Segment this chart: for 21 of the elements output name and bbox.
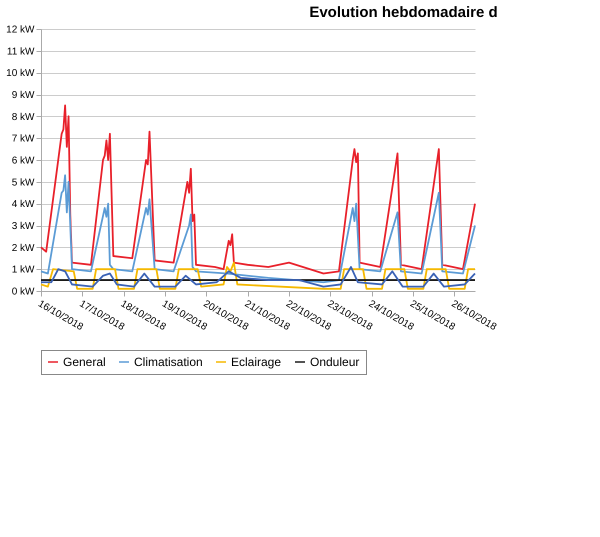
legend-label: General bbox=[63, 355, 106, 369]
y-tick-label: 6 kW bbox=[12, 156, 36, 166]
y-tick-label: 3 kW bbox=[12, 221, 36, 232]
y-tick-label: 12 kW bbox=[6, 24, 36, 36]
chart-title: Evolution hebdomadaire d bbox=[309, 4, 498, 21]
legend-label: Climatisation bbox=[134, 355, 203, 369]
line-series bbox=[40, 104, 476, 274]
line-series bbox=[40, 174, 476, 284]
y-tick-label: 7 kW bbox=[12, 134, 36, 145]
legend-label: Eclairage bbox=[231, 355, 282, 369]
legend-label: Onduleur bbox=[310, 355, 360, 369]
y-tick-label: 9 kW bbox=[12, 90, 36, 101]
y-tick-label: 4 kW bbox=[12, 199, 36, 210]
y-tick-label: 10 kW bbox=[6, 68, 36, 80]
y-tick-label: 2 kW bbox=[12, 242, 36, 254]
y-tick-label: 11 kW bbox=[6, 46, 36, 58]
y-tick-label: 5 kW bbox=[12, 177, 36, 188]
y-tick-label: 1 kW bbox=[12, 264, 36, 276]
line-series bbox=[40, 266, 476, 288]
y-tick-label: 0 kW bbox=[12, 286, 36, 298]
y-tick-label: 8 kW bbox=[12, 112, 36, 123]
